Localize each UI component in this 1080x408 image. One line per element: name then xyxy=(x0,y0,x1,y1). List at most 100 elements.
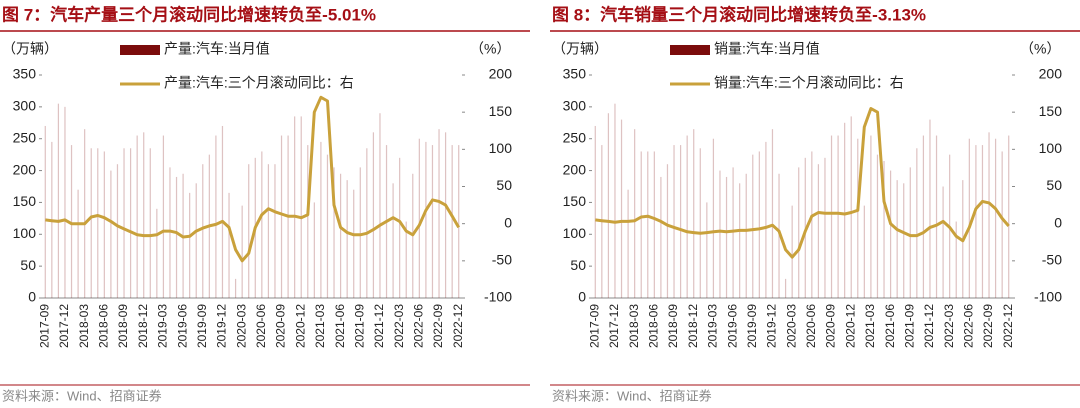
y-tick-label: 300 xyxy=(13,98,37,114)
chart-title: 图 7：汽车产量三个月滚动同比增速转负至-5.01% xyxy=(2,4,376,24)
bar xyxy=(294,116,296,299)
y2-tick-label: 0 xyxy=(504,214,512,230)
chart-panel: 图 8：汽车销量三个月滚动同比增速转负至-3.13% （万辆） （%） 0 50 100 1… xyxy=(550,4,1080,403)
x-tick-label: 2017-09 xyxy=(587,304,601,348)
bar xyxy=(405,221,407,298)
bar xyxy=(778,173,780,298)
x-tick-label: 2020-03 xyxy=(234,304,248,348)
bar xyxy=(169,167,171,298)
x-tick-label: 2019-09 xyxy=(745,304,759,348)
y-tick-label: 100 xyxy=(563,225,587,241)
x-tick-label: 2020-09 xyxy=(824,304,838,348)
bar xyxy=(399,157,401,298)
y2-tick-label: 150 xyxy=(489,103,513,119)
bar xyxy=(44,125,46,298)
y2-tick-label: -100 xyxy=(1034,289,1062,305)
x-tick-label: 2020-09 xyxy=(274,304,288,348)
bar xyxy=(811,151,813,298)
bar xyxy=(647,151,649,298)
x-tick-label: 2022-06 xyxy=(962,304,976,348)
bar xyxy=(326,154,329,298)
y-tick-label: 50 xyxy=(20,257,36,273)
line-series xyxy=(45,95,460,263)
y2-axis-label: （%） xyxy=(1020,41,1060,57)
x-tick-label: 2021-03 xyxy=(863,304,877,348)
bar xyxy=(195,183,197,298)
bar xyxy=(202,164,204,298)
x-tick-label: 2022-09 xyxy=(431,304,445,348)
x-tick-label: 2019-03 xyxy=(156,304,170,348)
bar xyxy=(333,167,335,298)
x-tick-label: 2019-06 xyxy=(725,304,739,348)
x-tick-label: 2022-06 xyxy=(412,304,426,348)
legend-label: 销量:汽车:当月值 xyxy=(714,41,820,57)
bar xyxy=(765,141,767,298)
y-axis-label: （万辆） xyxy=(552,41,608,57)
bar xyxy=(725,176,728,298)
bar xyxy=(679,145,682,298)
y2-axis-label: （%） xyxy=(470,41,510,57)
bar xyxy=(732,167,734,298)
bar xyxy=(313,202,315,298)
bar xyxy=(353,189,355,298)
bar xyxy=(784,278,787,298)
bar xyxy=(666,164,669,298)
bar xyxy=(359,167,361,298)
x-tick-label: 2018-06 xyxy=(647,304,661,348)
bar xyxy=(392,183,394,298)
bar xyxy=(739,183,741,298)
y2-tick-label: -50 xyxy=(492,252,512,268)
bar xyxy=(110,170,112,298)
x-tick-label: 2022-09 xyxy=(981,304,995,348)
bar xyxy=(634,129,636,298)
bar xyxy=(903,183,905,298)
bar xyxy=(57,103,60,299)
bar xyxy=(274,164,276,298)
y-tick-label: 150 xyxy=(563,193,587,209)
bar xyxy=(988,132,990,298)
bar xyxy=(771,129,774,298)
bar xyxy=(116,164,119,298)
bar xyxy=(817,164,820,298)
bar xyxy=(103,151,105,298)
y2-tick-label: 100 xyxy=(1039,140,1063,156)
x-tick-label: 2018-03 xyxy=(627,304,641,348)
bar xyxy=(64,106,66,298)
bar xyxy=(438,129,440,298)
x-tick-label: 2018-12 xyxy=(686,304,700,348)
bar xyxy=(129,148,132,298)
bar xyxy=(686,135,688,298)
bar xyxy=(451,145,453,298)
x-tick-label: 2021-06 xyxy=(883,304,897,348)
x-tick-label: 2018-03 xyxy=(77,304,91,348)
x-tick-label: 2020-06 xyxy=(254,304,268,348)
bar xyxy=(889,170,892,298)
x-tick-label: 2018-09 xyxy=(116,304,130,348)
bar xyxy=(425,141,427,298)
y-tick-label: 0 xyxy=(28,289,36,305)
bar xyxy=(70,145,73,298)
line-series xyxy=(595,107,1010,259)
x-tick-label: 2019-03 xyxy=(706,304,720,348)
bar xyxy=(660,176,662,298)
bar xyxy=(975,145,977,298)
bar xyxy=(673,145,675,298)
x-tick-label: 2020-06 xyxy=(804,304,818,348)
legend-label: 产量:汽车:三个月滚动同比：右 xyxy=(164,75,354,91)
x-tick-label: 2018-06 xyxy=(97,304,111,348)
x-tick-label: 2022-12 xyxy=(1001,304,1015,348)
bar xyxy=(346,180,348,298)
bar xyxy=(156,208,158,298)
bar xyxy=(752,154,754,298)
bar xyxy=(929,119,931,298)
bar xyxy=(850,116,852,299)
legend-swatch xyxy=(120,45,160,55)
bar xyxy=(97,148,99,298)
x-tick-label: 2019-12 xyxy=(215,304,229,348)
bar xyxy=(320,141,322,298)
bar xyxy=(339,173,342,298)
bar xyxy=(916,148,918,298)
y-tick-label: 50 xyxy=(570,257,586,273)
x-tick-label: 2021-06 xyxy=(333,304,347,348)
